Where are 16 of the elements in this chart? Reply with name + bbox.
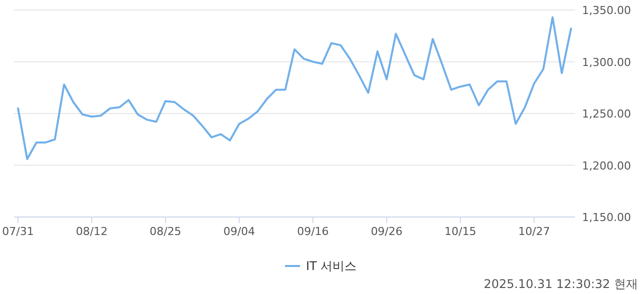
- x-tick-label: 09/16: [297, 225, 329, 238]
- y-tick-label: 1,350.00: [582, 4, 631, 17]
- y-tick-label: 1,200.00: [582, 159, 631, 172]
- x-tick-label: 10/27: [518, 225, 550, 238]
- y-tick-label: 1,150.00: [582, 211, 631, 224]
- text: 2025.10.31 12:30:32 현재: [484, 277, 638, 291]
- x-tick-label: 10/15: [444, 225, 476, 238]
- x-tick-label: 09/26: [370, 225, 403, 238]
- x-tick-label: 08/25: [150, 225, 182, 238]
- y-tick-label: 1,250.00: [582, 108, 631, 120]
- x-tick-label: 08/12: [76, 225, 108, 238]
- legend-label: IT 서비스: [306, 259, 357, 273]
- line-series: [17, 16, 572, 160]
- x-tick-label: 07/31: [2, 225, 34, 238]
- x-tick-label: 09/04: [223, 225, 256, 238]
- y-tick-label: 1,300.00: [582, 56, 631, 69]
